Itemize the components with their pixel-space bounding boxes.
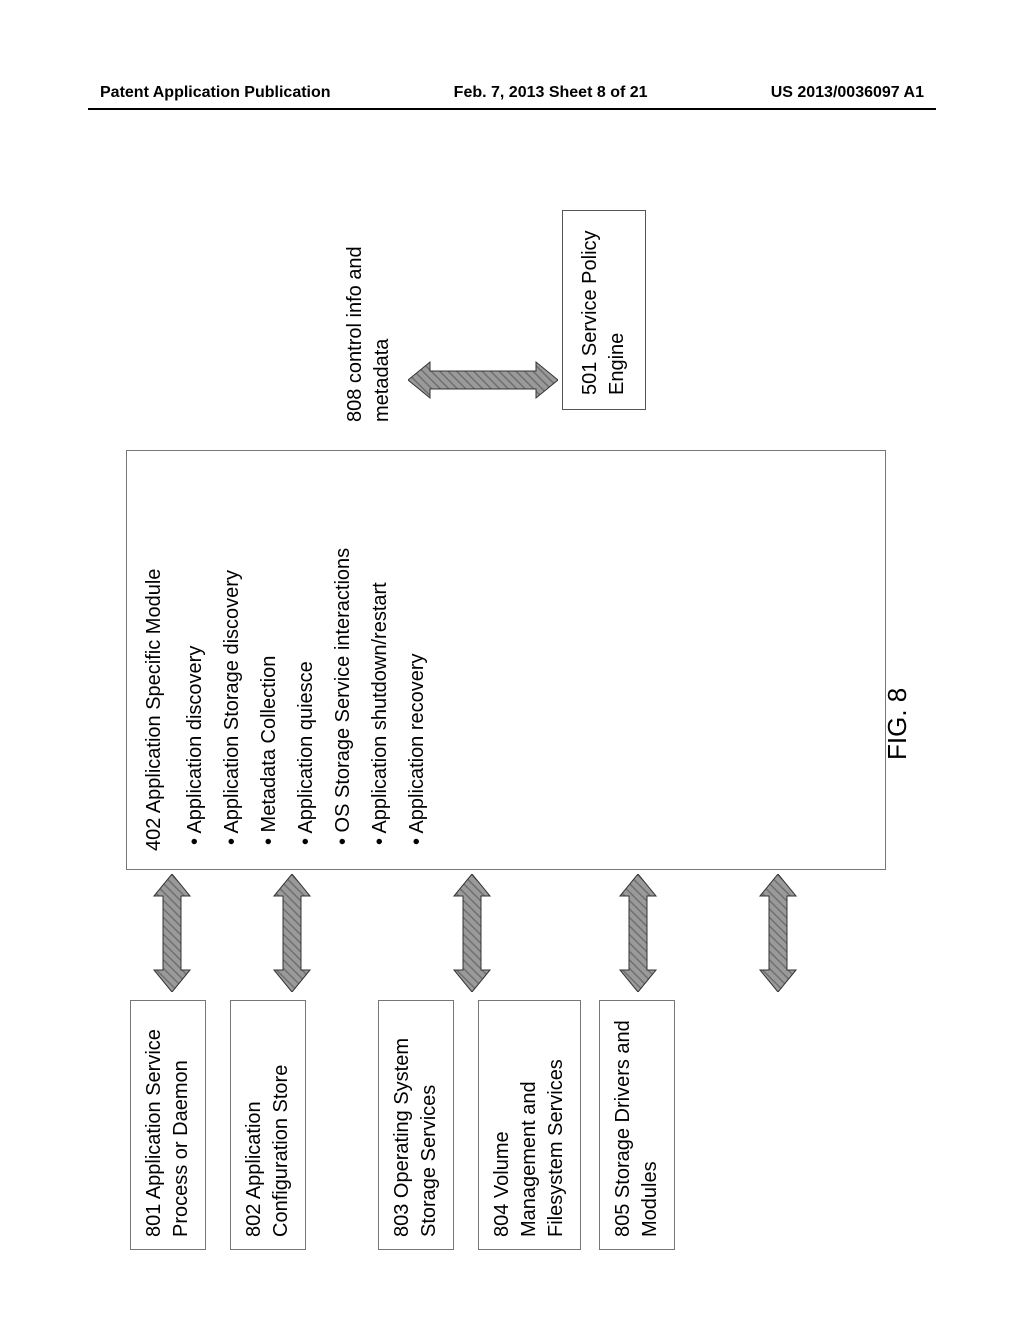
arrow-804-to-module bbox=[618, 874, 658, 992]
header-center: Feb. 7, 2013 Sheet 8 of 21 bbox=[454, 84, 648, 102]
box-402-module: 402 Application Specific Module Applicat… bbox=[126, 450, 886, 870]
arrow-module-to-engine bbox=[408, 360, 558, 400]
header-rule bbox=[88, 108, 936, 110]
box-803: 803 Operating System Storage Services bbox=[378, 1000, 454, 1250]
bullet-metadata-collection: Metadata Collection bbox=[258, 469, 281, 845]
label-808-control-info: 808 control info and metadata bbox=[342, 192, 396, 422]
arrow-803-to-module bbox=[452, 874, 492, 992]
arrow-801-to-module bbox=[152, 874, 192, 992]
box-501-engine: 501 Service Policy Engine bbox=[562, 210, 646, 410]
box-802: 802 Application Configuration Store bbox=[230, 1000, 306, 1250]
box-804: 804 Volume Management and Filesystem Ser… bbox=[478, 1000, 581, 1250]
box-805: 805 Storage Drivers and Modules bbox=[599, 1000, 675, 1250]
bullet-app-shutdown-restart: Application shutdown/restart bbox=[369, 469, 392, 845]
module-title: 402 Application Specific Module bbox=[143, 469, 166, 851]
arrow-805-to-module bbox=[758, 874, 798, 992]
box-801: 801 Application Service Process or Daemo… bbox=[130, 1000, 206, 1250]
figure-label: FIG. 8 bbox=[882, 688, 913, 760]
module-bullets: Application discovery Application Storag… bbox=[184, 469, 429, 851]
bullet-app-discovery: Application discovery bbox=[184, 469, 207, 845]
bullet-app-storage-discovery: Application Storage discovery bbox=[221, 469, 244, 845]
bullet-os-storage-service: OS Storage Service interactions bbox=[332, 469, 355, 845]
bullet-app-quiesce: Application quiesce bbox=[295, 469, 318, 845]
figure-8-container: 801 Application Service Process or Daemo… bbox=[110, 170, 910, 1250]
left-column: 801 Application Service Process or Daemo… bbox=[130, 1000, 699, 1250]
arrow-802-to-module bbox=[272, 874, 312, 992]
header-right: US 2013/0036097 A1 bbox=[771, 84, 924, 102]
page: Patent Application Publication Feb. 7, 2… bbox=[0, 0, 1024, 1320]
page-header: Patent Application Publication Feb. 7, 2… bbox=[100, 84, 924, 102]
figure-8: 801 Application Service Process or Daemo… bbox=[110, 170, 910, 1250]
header-left: Patent Application Publication bbox=[100, 84, 331, 102]
bullet-app-recovery: Application recovery bbox=[406, 469, 429, 845]
